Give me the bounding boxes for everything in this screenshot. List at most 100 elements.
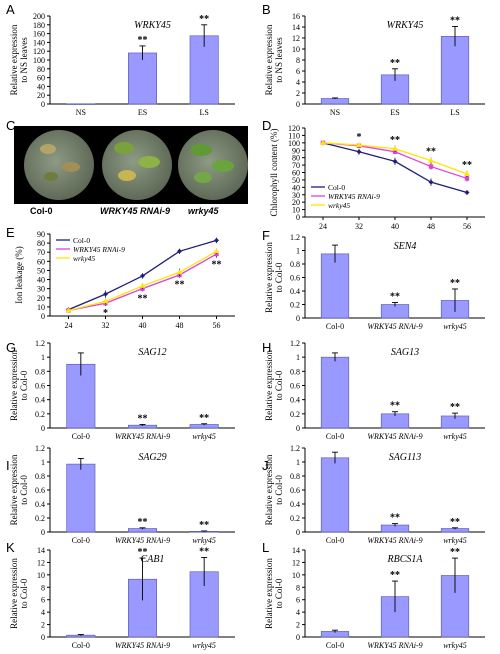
y-tick-label: 0.8 [290,367,300,376]
legend-label: WRKY45 RNAi-9 [73,245,125,254]
y-tick-label: 2 [296,89,300,98]
panel-letter-F: F [262,228,270,243]
panel-letter-J: J [262,458,269,473]
x-tick-label: WRKY45 RNAi-9 [367,641,422,650]
y-tick-label: 0.2 [35,514,45,523]
marker-triangle [213,248,220,254]
marker-diamond [103,291,108,297]
significance-mark: ** [212,260,222,271]
y-tick-label: 0.4 [290,287,300,296]
x-tick-label: Col-0 [72,536,90,545]
y-tick-label: 1.2 [35,339,45,348]
y-tick-label: 140 [33,38,45,47]
y-axis-label: Relative expressionto Col-0 [264,558,284,629]
marker-triangle [176,269,183,275]
y-axis-label-line: Relative expression [264,558,274,629]
marker-diamond [140,273,145,279]
y-tick-label: 4 [296,78,300,87]
significance-mark: ** [390,58,400,69]
x-tick-label: Col-0 [326,432,344,441]
significance-mark: ** [138,35,148,46]
y-tick-label: 0.6 [290,382,300,391]
bar [66,103,96,105]
significance-mark: ** [199,14,209,25]
y-axis-label: Relative expressionto Col-0 [264,350,284,421]
y-tick-label: 100 [33,56,45,65]
chart-title: CAB1 [141,554,165,565]
y-tick-label: 0.4 [35,396,45,405]
y-tick-label: 60 [37,74,45,83]
y-tick-label: 60 [292,169,300,178]
panel-letter-C: C [6,118,15,133]
marker-triangle [139,282,146,288]
significance-mark: ** [138,517,148,528]
x-tick-label: 32 [355,222,363,231]
x-tick-label: WRKY45 RNAi-9 [115,536,170,545]
x-tick-label: LS [450,108,459,117]
leaf-green [212,160,234,172]
y-tick-label: 10 [292,206,300,215]
x-tick-label: wrky45 [443,432,467,441]
x-tick-label: NS [76,108,86,117]
y-axis-label: Relative expressionto Col-0 [9,454,29,525]
y-axis-label: Chlorophyll content (%) [269,129,279,217]
chart-title: SAG113 [389,452,422,463]
y-axis-label-line: Relative expression [9,454,19,525]
y-tick-label: 16 [292,12,300,21]
y-tick-label: 2 [41,621,45,630]
y-tick-label: 1.2 [35,444,45,453]
y-tick-label: 10 [292,45,300,54]
x-tick-label: wrky45 [192,432,216,441]
y-axis-label: Relative expressionto NS leaves [264,24,284,95]
panel-letter-E: E [6,225,15,240]
y-tick-label: 0 [296,528,300,537]
chart-title: WRKY45 [387,20,424,31]
y-tick-label: 0.4 [35,500,45,509]
significance-mark: ** [450,15,460,26]
y-tick-label: 0 [41,312,45,321]
bar-chart-B: B 0 2 4 6 8 10 12 14 16 Relative expressionto NS l… [262,2,485,117]
y-axis-label-line: Relative expression [264,24,274,95]
y-axis-label: Relative expressionto Col-0 [264,242,284,313]
marker-diamond [177,248,182,254]
significance-mark: ** [390,135,400,146]
legend-label: wrky45 [73,254,95,263]
significance-mark: ** [138,413,148,424]
x-tick-label: wrky45 [192,536,216,545]
y-tick-label: 6 [41,596,45,605]
y-tick-label: 12 [292,34,300,43]
y-tick-label: 0.2 [290,514,300,523]
photo-label-wrky45: wrky45 [188,206,219,216]
y-tick-label: 1 [41,353,45,362]
y-tick-label: 6 [296,596,300,605]
y-tick-label: 0 [41,424,45,433]
panel-letter-D: D [262,118,271,133]
leaf-green [138,156,160,168]
x-tick-label: 56 [463,222,471,231]
y-axis-label-line: to Col-0 [19,475,29,505]
significance-mark: ** [138,293,148,304]
marker-triangle [392,145,398,151]
y-tick-label: 1.2 [290,233,300,242]
significance-mark: ** [390,291,400,302]
y-tick-label: 0.2 [35,410,45,419]
bar [189,35,219,105]
y-tick-label: 0.4 [290,396,300,405]
significance-mark: ** [199,546,209,557]
y-axis-label-line: Relative expression [9,24,19,95]
y-axis-label: Relative expressionto Col-0 [9,350,29,421]
x-tick-label: wrky45 [192,641,216,650]
plant-photo [14,126,248,204]
x-tick-label: wrky45 [443,536,467,545]
chart-title: SAG13 [391,347,419,358]
plate-col0 [24,130,94,200]
panel-letter-A: A [6,2,15,17]
bar [66,463,96,533]
y-axis-label-line: to Col-0 [274,475,284,505]
marker-diamond [214,237,219,243]
legend-label: Col-0 [73,236,90,245]
bar-chart-J: J 0 0.2 0.4 0.6 0.8 1 1.2 Relative expressionto … [262,444,485,545]
marker-triangle [356,142,362,148]
